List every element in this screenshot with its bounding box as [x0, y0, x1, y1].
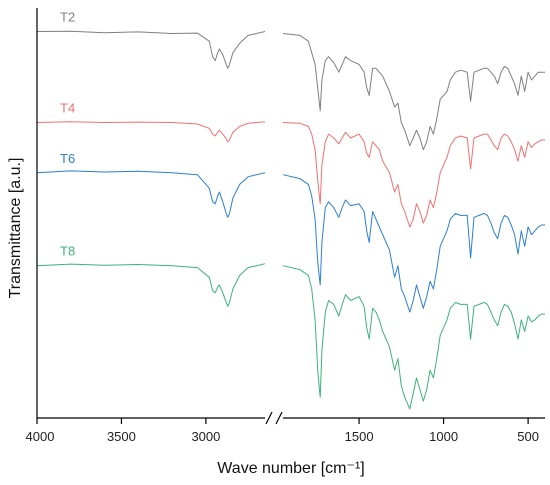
series-line-t4-segment-2 [282, 122, 545, 228]
series-label-t6: T6 [60, 151, 75, 166]
axis-break-mark [265, 411, 283, 425]
series-line-t6-segment-2 [282, 174, 545, 313]
y-axis-title: Transmittance [a.u.] [7, 158, 24, 299]
x-tick-label-3000: 3000 [191, 429, 220, 444]
series-line-t2-segment-2 [282, 33, 545, 151]
series-label-t2: T2 [60, 10, 75, 25]
axes [36, 8, 545, 425]
plot-lines [36, 30, 545, 410]
x-ticks: 4000 3500 3000 1500 1000 500 [26, 418, 539, 444]
x-tick-label-4000: 4000 [26, 429, 55, 444]
series-line-t6-segment-1 [36, 170, 266, 218]
series-line-t8-segment-2 [282, 265, 545, 410]
x-tick-label-1500: 1500 [345, 429, 374, 444]
x-axis-title: Wave number [cm⁻¹] [217, 460, 364, 477]
x-tick-label-1000: 1000 [429, 429, 458, 444]
series-line-t4-segment-1 [36, 121, 266, 143]
series-labels: T2 T4 T6 T8 [60, 10, 75, 259]
x-tick-label-3500: 3500 [107, 429, 136, 444]
series-label-t4: T4 [60, 101, 75, 116]
x-tick-label-500: 500 [517, 429, 539, 444]
series-label-t8: T8 [60, 244, 75, 259]
series-line-t2-segment-1 [36, 30, 266, 69]
series-line-t8-segment-1 [36, 263, 266, 307]
